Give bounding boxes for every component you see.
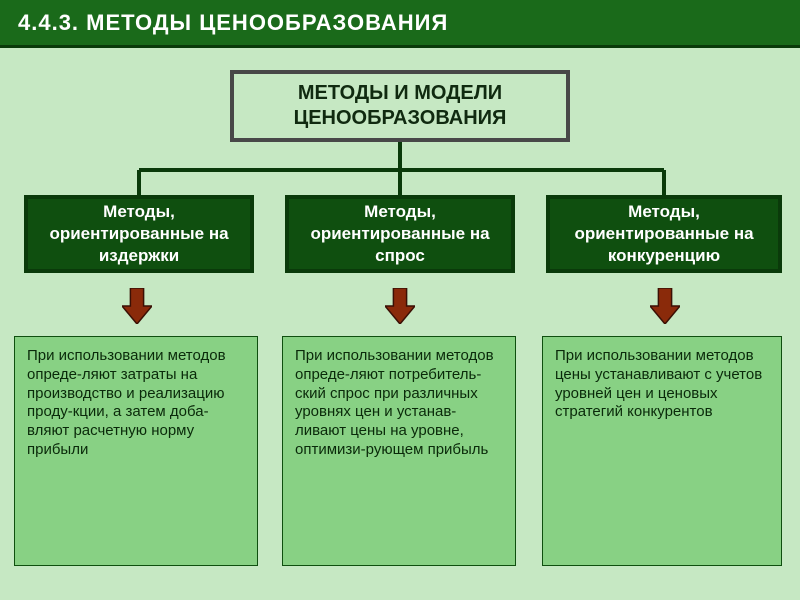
description-text: При использовании методов опреде-ляют за… xyxy=(27,347,226,458)
root-box-label: МЕТОДЫ И МОДЕЛИ ЦЕНООБРАЗОВАНИЯ xyxy=(244,81,556,131)
description-box-demand: При использовании методов опреде-ляют по… xyxy=(282,336,516,566)
method-label: Методы, ориентированные на издержки xyxy=(36,201,242,267)
arrow-down-icon xyxy=(650,288,680,324)
method-label: Методы, ориентированные на конкуренцию xyxy=(558,201,770,267)
method-label: Методы, ориентированные на спрос xyxy=(297,201,503,267)
arrow-down-icon xyxy=(122,288,152,324)
arrow-down-icon xyxy=(385,288,415,324)
method-box-costs: Методы, ориентированные на издержки xyxy=(24,195,254,273)
section-title: 4.4.3. МЕТОДЫ ЦЕНООБРАЗОВАНИЯ xyxy=(0,0,800,48)
section-title-text: 4.4.3. МЕТОДЫ ЦЕНООБРАЗОВАНИЯ xyxy=(18,10,448,35)
description-text: При использовании методов цены устанавли… xyxy=(555,347,762,420)
description-text: При использовании методов опреде-ляют по… xyxy=(295,347,494,458)
description-box-competition: При использовании методов цены устанавли… xyxy=(542,336,782,566)
root-box: МЕТОДЫ И МОДЕЛИ ЦЕНООБРАЗОВАНИЯ xyxy=(230,70,570,142)
method-box-competition: Методы, ориентированные на конкуренцию xyxy=(546,195,782,273)
description-box-costs: При использовании методов опреде-ляют за… xyxy=(14,336,258,566)
method-box-demand: Методы, ориентированные на спрос xyxy=(285,195,515,273)
